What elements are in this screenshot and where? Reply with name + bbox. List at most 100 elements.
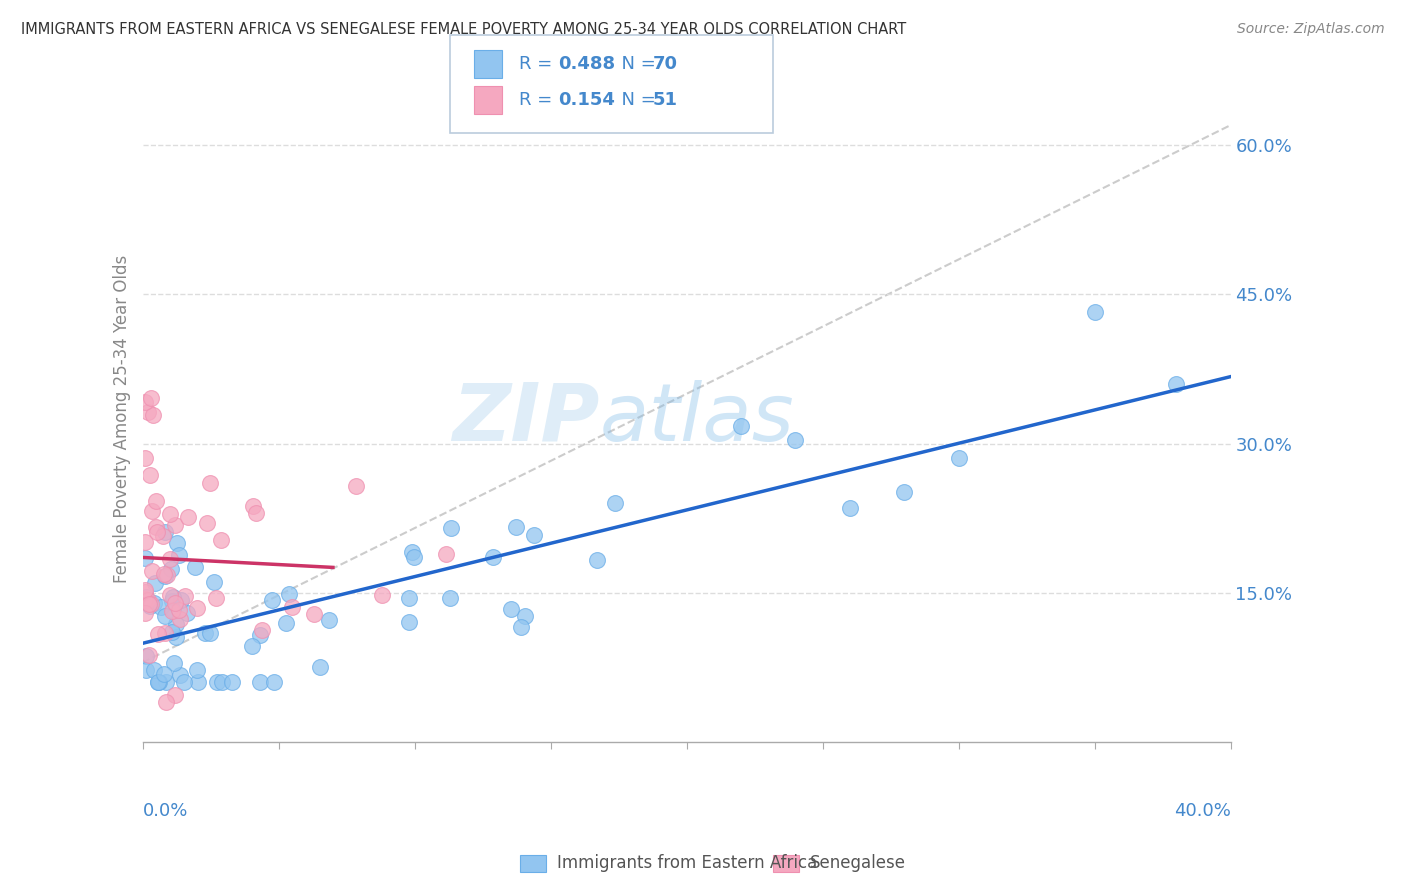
Point <box>134 535 156 549</box>
Point <box>401 545 423 559</box>
Point <box>138 599 160 614</box>
Point <box>153 609 176 624</box>
Point <box>162 591 184 605</box>
Point <box>139 468 162 483</box>
Point <box>176 510 198 524</box>
Point <box>162 604 184 618</box>
Point <box>145 524 167 539</box>
Text: 0.488: 0.488 <box>558 55 616 73</box>
Point <box>249 628 271 642</box>
Point <box>240 639 263 653</box>
Point <box>280 599 302 614</box>
Point <box>176 606 198 620</box>
Point <box>398 591 420 606</box>
Point <box>195 516 218 530</box>
Point <box>134 592 156 607</box>
Point <box>501 601 523 615</box>
Point <box>173 590 195 604</box>
Point <box>162 603 184 617</box>
Point <box>245 506 267 520</box>
Point <box>139 597 162 611</box>
Point <box>146 675 169 690</box>
Text: 0.154: 0.154 <box>558 91 614 109</box>
Point <box>153 566 176 581</box>
Point <box>153 626 176 640</box>
Point <box>165 596 187 610</box>
Point <box>135 591 157 605</box>
Point <box>309 660 332 674</box>
Point <box>1166 376 1188 391</box>
Text: IMMIGRANTS FROM EASTERN AFRICA VS SENEGALESE FEMALE POVERTY AMONG 25-34 YEAR OLD: IMMIGRANTS FROM EASTERN AFRICA VS SENEGA… <box>21 22 907 37</box>
Point <box>134 395 156 409</box>
Point <box>398 615 420 629</box>
Point <box>160 594 183 608</box>
Point <box>249 675 271 690</box>
Text: N =: N = <box>610 91 662 109</box>
Point <box>139 391 162 405</box>
Point <box>242 500 264 514</box>
Point <box>200 625 222 640</box>
Point <box>186 663 208 677</box>
Point <box>205 675 228 690</box>
Point <box>143 575 166 590</box>
Text: R =: R = <box>519 91 558 109</box>
Point <box>169 611 191 625</box>
Point <box>159 588 181 602</box>
Point <box>155 695 177 709</box>
Text: Source: ZipAtlas.com: Source: ZipAtlas.com <box>1237 22 1385 37</box>
Point <box>522 527 544 541</box>
Point <box>152 528 174 542</box>
Point <box>145 494 167 508</box>
Point <box>167 549 190 563</box>
Point <box>278 587 301 601</box>
Point <box>141 504 163 518</box>
Point <box>134 606 156 620</box>
Point <box>187 675 209 690</box>
Point <box>482 550 505 565</box>
Point <box>134 592 156 607</box>
Point <box>205 591 228 605</box>
Point <box>134 582 156 597</box>
Point <box>211 675 233 690</box>
Point <box>510 620 533 634</box>
Text: 51: 51 <box>652 91 678 109</box>
Point <box>135 648 157 663</box>
Point <box>166 630 188 644</box>
Point <box>170 593 193 607</box>
Text: N =: N = <box>610 55 662 73</box>
Point <box>1084 304 1107 318</box>
Point <box>302 607 325 621</box>
Point <box>149 600 172 615</box>
Point <box>156 568 179 582</box>
Point <box>505 520 527 534</box>
Point <box>184 560 207 574</box>
Point <box>135 663 157 677</box>
Point <box>136 593 159 607</box>
Point <box>148 675 170 690</box>
Text: 0.0%: 0.0% <box>142 802 188 820</box>
Point <box>200 475 222 490</box>
Text: 40.0%: 40.0% <box>1174 802 1230 820</box>
Point <box>134 451 156 466</box>
Point <box>402 550 425 565</box>
Point <box>138 405 160 419</box>
Point <box>155 569 177 583</box>
Point <box>159 562 181 576</box>
Point <box>159 552 181 566</box>
Point <box>134 551 156 566</box>
Point <box>371 588 394 602</box>
Point <box>252 623 274 637</box>
Point <box>166 536 188 550</box>
Point <box>160 625 183 640</box>
Text: Senegalese: Senegalese <box>810 855 905 872</box>
Point <box>221 675 243 690</box>
Point <box>169 668 191 682</box>
Point <box>163 688 186 702</box>
Text: Immigrants from Eastern Africa: Immigrants from Eastern Africa <box>557 855 817 872</box>
Point <box>838 500 860 515</box>
Point <box>173 675 195 690</box>
Point <box>163 656 186 670</box>
Point <box>138 597 160 611</box>
Point <box>146 627 169 641</box>
Point <box>159 507 181 521</box>
